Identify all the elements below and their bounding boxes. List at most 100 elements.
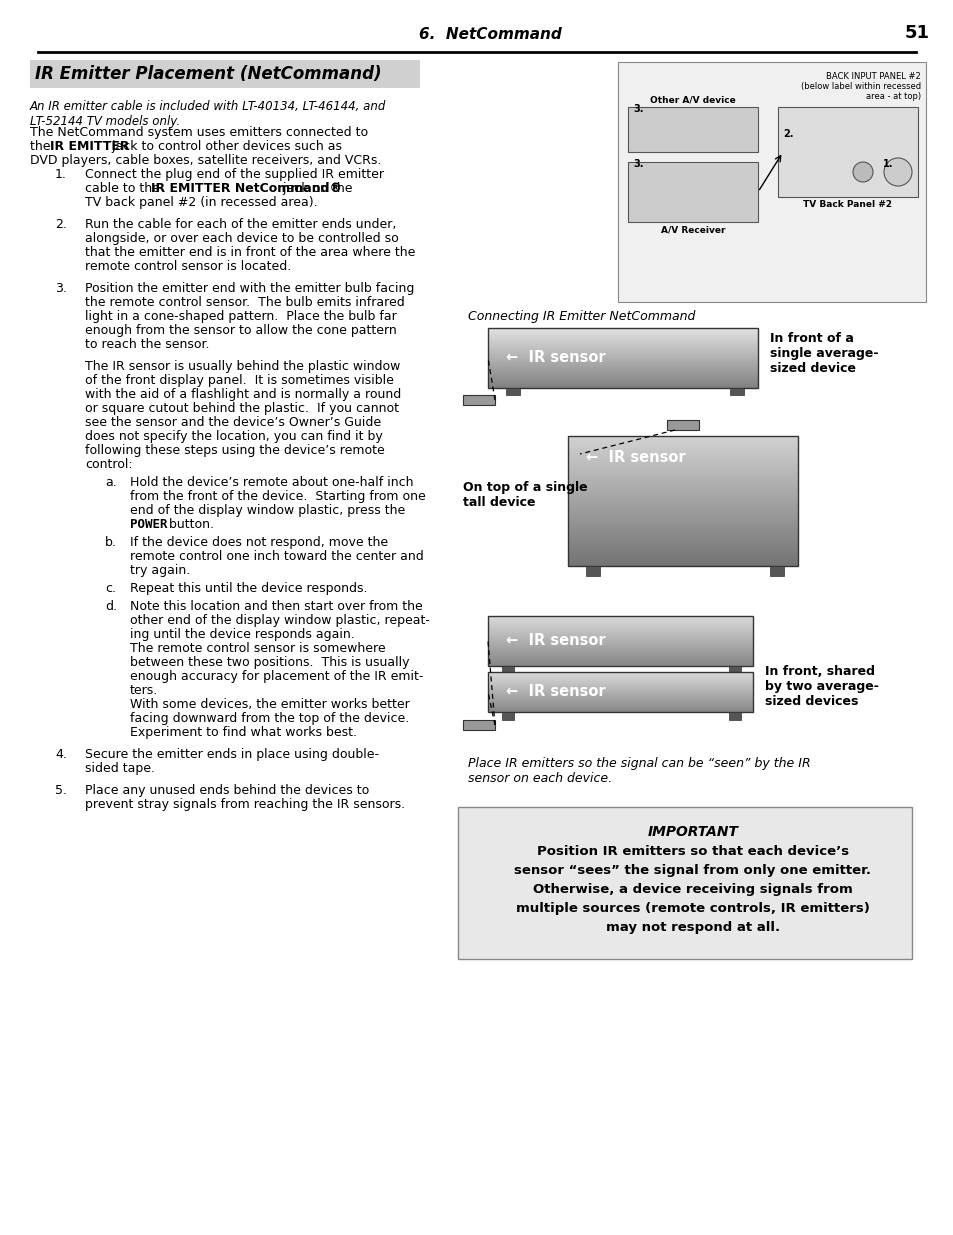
Bar — [488, 634, 752, 636]
Bar — [567, 450, 797, 452]
Bar — [488, 690, 752, 692]
Bar — [488, 642, 752, 643]
Bar — [488, 664, 752, 666]
Bar — [488, 370, 758, 372]
Bar — [488, 337, 758, 338]
Bar — [567, 552, 797, 553]
Bar — [567, 494, 797, 495]
Bar — [488, 335, 758, 336]
Bar — [488, 646, 752, 647]
Bar — [488, 663, 752, 664]
Bar — [567, 459, 797, 461]
Bar — [567, 534, 797, 535]
Bar — [567, 508, 797, 509]
Bar — [728, 666, 740, 672]
Text: IMPORTANT: IMPORTANT — [647, 825, 738, 839]
Text: On top of a single
tall device: On top of a single tall device — [462, 480, 587, 509]
Bar — [488, 641, 752, 642]
Text: IR Emitter Placement (NetCommand): IR Emitter Placement (NetCommand) — [35, 65, 381, 83]
Bar — [488, 687, 752, 688]
Bar — [488, 329, 758, 330]
Text: alongside, or over each device to be controlled so: alongside, or over each device to be con… — [85, 232, 398, 245]
Bar — [567, 532, 797, 534]
Bar — [567, 548, 797, 550]
Bar — [627, 107, 758, 152]
Bar — [488, 345, 758, 347]
Bar — [488, 359, 758, 362]
Bar — [567, 471, 797, 472]
Bar — [488, 348, 758, 350]
Bar — [567, 508, 797, 510]
Bar — [488, 655, 752, 657]
Bar — [567, 487, 797, 488]
Bar — [488, 336, 758, 337]
Bar — [488, 629, 752, 631]
Bar — [567, 479, 797, 480]
Text: 1.: 1. — [882, 159, 893, 169]
Bar — [488, 695, 752, 697]
Text: ←  IR sensor: ← IR sensor — [505, 351, 605, 366]
Bar — [462, 395, 495, 405]
Bar — [488, 685, 752, 687]
Bar — [488, 350, 758, 351]
Bar — [567, 492, 797, 494]
Bar — [488, 622, 752, 625]
Bar — [488, 353, 758, 354]
Bar — [567, 550, 797, 552]
Bar — [488, 661, 752, 662]
Bar — [488, 387, 758, 389]
Text: The IR sensor is usually behind the plastic window: The IR sensor is usually behind the plas… — [85, 359, 400, 373]
Bar — [567, 513, 797, 514]
Bar — [567, 453, 797, 454]
Bar — [488, 673, 752, 674]
Bar — [488, 351, 758, 352]
Bar — [567, 534, 797, 536]
Bar — [488, 656, 752, 657]
Text: Otherwise, a device receiving signals from: Otherwise, a device receiving signals fr… — [533, 883, 852, 897]
Bar — [488, 340, 758, 342]
Bar — [488, 680, 752, 683]
Bar — [567, 561, 797, 562]
Bar — [567, 559, 797, 561]
Bar — [567, 514, 797, 515]
Bar — [488, 704, 752, 705]
Bar — [488, 672, 752, 673]
Bar — [488, 680, 752, 682]
Bar — [567, 526, 797, 527]
Bar — [488, 682, 752, 683]
Bar — [567, 535, 797, 536]
Bar — [567, 475, 797, 477]
Bar — [567, 543, 797, 545]
Bar — [769, 566, 783, 576]
Text: try again.: try again. — [130, 564, 190, 577]
Bar — [488, 685, 752, 688]
Bar — [488, 678, 752, 679]
Bar — [567, 559, 797, 562]
Text: area - at top): area - at top) — [865, 91, 920, 101]
Bar — [488, 659, 752, 661]
Text: ←  IR sensor: ← IR sensor — [505, 684, 605, 699]
Text: Secure the emitter ends in place using double-: Secure the emitter ends in place using d… — [85, 748, 378, 761]
Bar — [567, 555, 797, 556]
Bar — [488, 616, 752, 618]
Text: With some devices, the emitter works better: With some devices, the emitter works bet… — [130, 698, 410, 711]
Bar — [488, 664, 752, 667]
Bar — [567, 557, 797, 558]
Text: 4.: 4. — [55, 748, 67, 761]
Bar — [567, 522, 797, 525]
Bar — [488, 356, 758, 357]
Text: Connect the plug end of the supplied IR emitter: Connect the plug end of the supplied IR … — [85, 168, 384, 182]
Bar — [567, 490, 797, 492]
Bar — [488, 346, 758, 347]
Bar — [567, 438, 797, 440]
Bar — [488, 632, 752, 634]
Bar — [567, 451, 797, 452]
Text: facing downward from the top of the device.: facing downward from the top of the devi… — [130, 713, 409, 725]
Bar — [488, 343, 758, 345]
Bar — [567, 503, 797, 505]
Text: The NetCommand system uses emitters connected to: The NetCommand system uses emitters conn… — [30, 126, 368, 140]
Bar — [488, 347, 758, 348]
Text: remote control sensor is located.: remote control sensor is located. — [85, 261, 291, 273]
Bar — [567, 522, 797, 524]
Text: Note this location and then start over from the: Note this location and then start over f… — [130, 600, 422, 613]
